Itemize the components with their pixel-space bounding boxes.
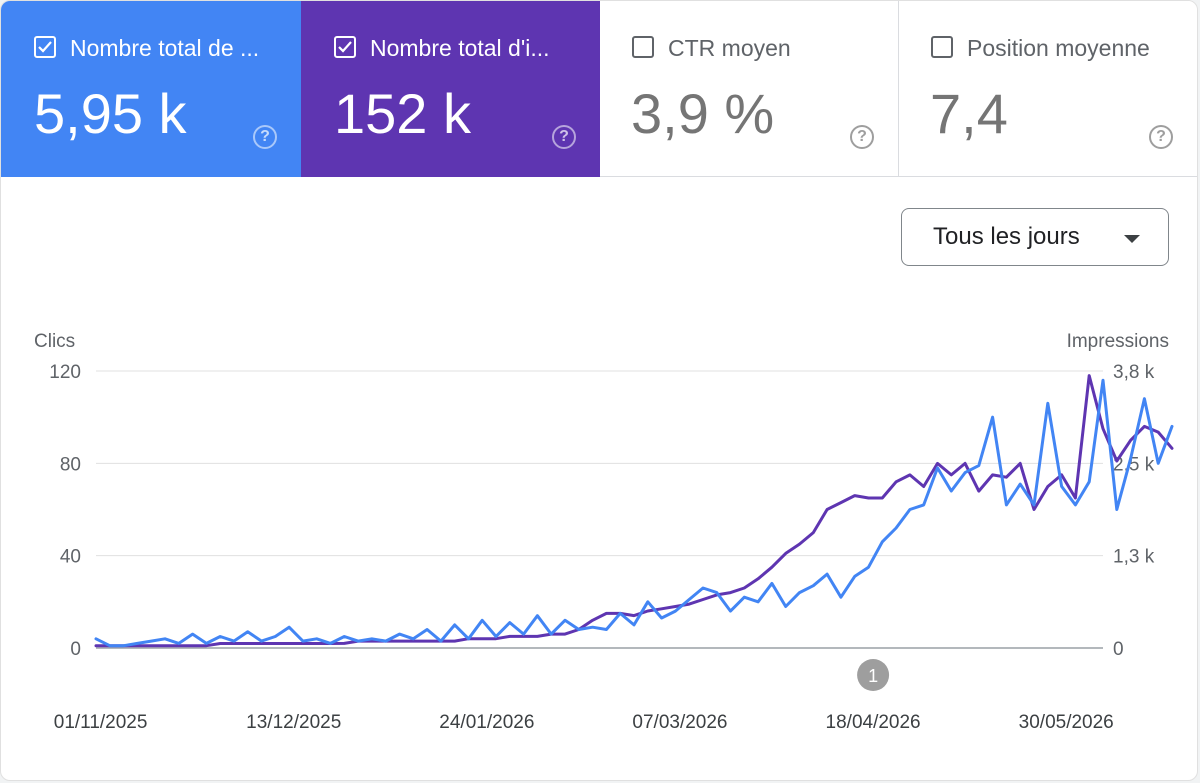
metric-value: 5,95 k xyxy=(34,82,187,145)
metric-value: 152 k xyxy=(334,82,471,145)
y-tick-label-left: 120 xyxy=(49,362,81,383)
metric-card-impressions[interactable]: Nombre total d'i... 152 k ? xyxy=(301,1,600,177)
annotation-label: 1 xyxy=(868,666,878,686)
y-tick-label-right: 1,3 k xyxy=(1113,547,1155,568)
help-circle-icon[interactable]: ? xyxy=(850,125,874,149)
checkbox-unchecked-icon[interactable] xyxy=(632,36,654,58)
x-tick-label: 24/01/2026 xyxy=(439,712,534,733)
checkbox-checked-icon[interactable] xyxy=(334,36,356,58)
help-circle-icon[interactable]: ? xyxy=(552,125,576,149)
y-axis-label-left: Clics xyxy=(34,331,75,352)
x-tick-label: 01/11/2025 xyxy=(54,712,148,733)
metric-card-ctr[interactable]: CTR moyen 3,9 % ? xyxy=(600,1,899,177)
metric-label: Nombre total d'i... xyxy=(370,35,550,61)
metric-card-position[interactable]: Position moyenne 7,4 ? xyxy=(899,1,1197,177)
metric-label: Position moyenne xyxy=(967,35,1150,61)
metric-card-clicks[interactable]: Nombre total de ... 5,95 k ? xyxy=(1,1,301,177)
x-tick-label: 07/03/2026 xyxy=(632,712,727,733)
caret-down-icon xyxy=(1124,235,1140,243)
help-circle-icon[interactable]: ? xyxy=(253,125,277,149)
metric-cards: Nombre total de ... 5,95 k ? Nombre tota… xyxy=(1,1,1197,177)
annotation-marker xyxy=(857,659,890,691)
y-axis-label-right: Impressions xyxy=(1067,331,1169,352)
granularity-label: Tous les jours xyxy=(933,223,1080,250)
granularity-dropdown[interactable]: Tous les jours xyxy=(901,208,1169,266)
y-tick-label-right: 2,5 k xyxy=(1113,454,1155,475)
impressions-series-line xyxy=(94,374,1174,648)
x-tick-label: 18/04/2026 xyxy=(826,712,921,733)
metric-value: 3,9 % xyxy=(631,82,775,145)
metric-label: Nombre total de ... xyxy=(70,35,260,61)
checkbox-checked-icon[interactable] xyxy=(34,36,56,58)
metric-label: CTR moyen xyxy=(668,35,791,61)
y-tick-label-left: 0 xyxy=(70,639,81,660)
y-tick-label-left: 40 xyxy=(60,547,81,568)
metric-value: 7,4 xyxy=(930,82,1008,145)
checkbox-unchecked-icon[interactable] xyxy=(931,36,953,58)
help-circle-icon[interactable]: ? xyxy=(1149,125,1173,149)
x-tick-label: 13/12/2025 xyxy=(246,712,341,733)
x-tick-label: 30/05/2026 xyxy=(1019,712,1114,733)
clicks-series-line xyxy=(94,378,1174,648)
y-tick-label-left: 80 xyxy=(60,454,81,475)
y-tick-label-right: 0 xyxy=(1113,639,1124,660)
y-tick-label-right: 3,8 k xyxy=(1113,362,1155,383)
